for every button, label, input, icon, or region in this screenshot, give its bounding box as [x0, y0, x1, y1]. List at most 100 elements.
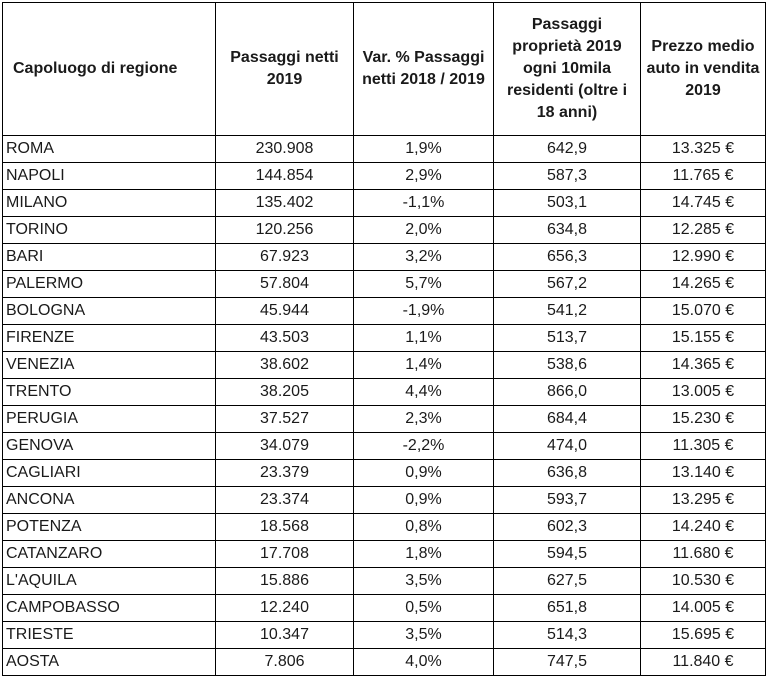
cell-variazione: 4,0%: [353, 648, 494, 676]
cell-capoluogo: PALERMO: [2, 270, 216, 298]
cell-passaggi-proprieta: 684,4: [493, 405, 641, 433]
cell-passaggi-netti: 43.503: [215, 324, 354, 352]
cell-passaggi-netti: 34.079: [215, 432, 354, 460]
cell-variazione: -1,9%: [353, 297, 494, 325]
table-row: FIRENZE 43.503 1,1% 513,7 15.155 €: [2, 324, 766, 352]
cell-passaggi-proprieta: 642,9: [493, 135, 641, 163]
cell-prezzo-medio: 15.070 €: [640, 297, 766, 325]
cell-passaggi-proprieta: 567,2: [493, 270, 641, 298]
cell-passaggi-netti: 45.944: [215, 297, 354, 325]
cell-capoluogo: POTENZA: [2, 513, 216, 541]
cell-prezzo-medio: 13.005 €: [640, 378, 766, 406]
cell-capoluogo: MILANO: [2, 189, 216, 217]
cell-capoluogo: BARI: [2, 243, 216, 271]
table-row: L'AQUILA 15.886 3,5% 627,5 10.530 €: [2, 567, 766, 595]
data-table: Capoluogo di regione Passaggi netti 2019…: [2, 2, 766, 676]
cell-variazione: 3,5%: [353, 567, 494, 595]
cell-variazione: 2,0%: [353, 216, 494, 244]
cell-prezzo-medio: 13.140 €: [640, 459, 766, 487]
cell-capoluogo: TRIESTE: [2, 621, 216, 649]
cell-variazione: 4,4%: [353, 378, 494, 406]
cell-passaggi-netti: 18.568: [215, 513, 354, 541]
cell-passaggi-netti: 23.374: [215, 486, 354, 514]
header-passaggi-netti: Passaggi netti 2019: [215, 2, 354, 136]
cell-passaggi-proprieta: 503,1: [493, 189, 641, 217]
table-row: MILANO 135.402 -1,1% 503,1 14.745 €: [2, 189, 766, 217]
table-body: ROMA 230.908 1,9% 642,9 13.325 € NAPOLI 144.85…: [2, 135, 766, 676]
cell-prezzo-medio: 14.240 €: [640, 513, 766, 541]
cell-variazione: -1,1%: [353, 189, 494, 217]
cell-prezzo-medio: 11.840 €: [640, 648, 766, 676]
cell-passaggi-netti: 15.886: [215, 567, 354, 595]
table-row: VENEZIA 38.602 1,4% 538,6 14.365 €: [2, 351, 766, 379]
cell-capoluogo: BOLOGNA: [2, 297, 216, 325]
cell-passaggi-proprieta: 651,8: [493, 594, 641, 622]
cell-variazione: 0,8%: [353, 513, 494, 541]
cell-passaggi-proprieta: 514,3: [493, 621, 641, 649]
cell-capoluogo: CAMPOBASSO: [2, 594, 216, 622]
cell-passaggi-proprieta: 656,3: [493, 243, 641, 271]
cell-prezzo-medio: 14.365 €: [640, 351, 766, 379]
cell-passaggi-proprieta: 541,2: [493, 297, 641, 325]
table-row: NAPOLI 144.854 2,9% 587,3 11.765 €: [2, 162, 766, 190]
cell-prezzo-medio: 13.295 €: [640, 486, 766, 514]
header-passaggi-proprieta: Passaggi proprietà 2019 ogni 10mila resi…: [493, 2, 641, 136]
cell-variazione: 0,9%: [353, 486, 494, 514]
cell-capoluogo: FIRENZE: [2, 324, 216, 352]
cell-passaggi-netti: 135.402: [215, 189, 354, 217]
table-row: GENOVA 34.079 -2,2% 474,0 11.305 €: [2, 432, 766, 460]
cell-prezzo-medio: 11.765 €: [640, 162, 766, 190]
cell-capoluogo: PERUGIA: [2, 405, 216, 433]
cell-passaggi-proprieta: 634,8: [493, 216, 641, 244]
cell-passaggi-netti: 7.806: [215, 648, 354, 676]
cell-passaggi-proprieta: 593,7: [493, 486, 641, 514]
cell-capoluogo: ANCONA: [2, 486, 216, 514]
cell-passaggi-netti: 230.908: [215, 135, 354, 163]
cell-prezzo-medio: 15.695 €: [640, 621, 766, 649]
cell-prezzo-medio: 12.990 €: [640, 243, 766, 271]
cell-passaggi-netti: 38.602: [215, 351, 354, 379]
cell-passaggi-netti: 67.923: [215, 243, 354, 271]
table-row: CATANZARO 17.708 1,8% 594,5 11.680 €: [2, 540, 766, 568]
table-header: Capoluogo di regione Passaggi netti 2019…: [2, 2, 766, 136]
table-row: ANCONA 23.374 0,9% 593,7 13.295 €: [2, 486, 766, 514]
table-row: POTENZA 18.568 0,8% 602,3 14.240 €: [2, 513, 766, 541]
cell-passaggi-proprieta: 866,0: [493, 378, 641, 406]
table-row: CAMPOBASSO 12.240 0,5% 651,8 14.005 €: [2, 594, 766, 622]
table-row: TRENTO 38.205 4,4% 866,0 13.005 €: [2, 378, 766, 406]
cell-capoluogo: CAGLIARI: [2, 459, 216, 487]
cell-capoluogo: ROMA: [2, 135, 216, 163]
cell-prezzo-medio: 14.265 €: [640, 270, 766, 298]
cell-passaggi-netti: 23.379: [215, 459, 354, 487]
cell-passaggi-netti: 17.708: [215, 540, 354, 568]
cell-prezzo-medio: 15.155 €: [640, 324, 766, 352]
cell-passaggi-proprieta: 602,3: [493, 513, 641, 541]
cell-variazione: 5,7%: [353, 270, 494, 298]
cell-passaggi-proprieta: 474,0: [493, 432, 641, 460]
table-row: PALERMO 57.804 5,7% 567,2 14.265 €: [2, 270, 766, 298]
cell-variazione: 0,9%: [353, 459, 494, 487]
cell-variazione: 0,5%: [353, 594, 494, 622]
cell-variazione: 2,3%: [353, 405, 494, 433]
cell-capoluogo: TRENTO: [2, 378, 216, 406]
cell-passaggi-netti: 120.256: [215, 216, 354, 244]
cell-prezzo-medio: 14.005 €: [640, 594, 766, 622]
cell-prezzo-medio: 12.285 €: [640, 216, 766, 244]
cell-capoluogo: CATANZARO: [2, 540, 216, 568]
cell-capoluogo: TORINO: [2, 216, 216, 244]
table-row: BARI 67.923 3,2% 656,3 12.990 €: [2, 243, 766, 271]
cell-prezzo-medio: 15.230 €: [640, 405, 766, 433]
cell-variazione: 1,1%: [353, 324, 494, 352]
cell-prezzo-medio: 10.530 €: [640, 567, 766, 595]
cell-variazione: 3,5%: [353, 621, 494, 649]
table-row: ROMA 230.908 1,9% 642,9 13.325 €: [2, 135, 766, 163]
cell-capoluogo: NAPOLI: [2, 162, 216, 190]
cell-passaggi-proprieta: 594,5: [493, 540, 641, 568]
cell-passaggi-proprieta: 747,5: [493, 648, 641, 676]
cell-passaggi-netti: 144.854: [215, 162, 354, 190]
table-row: BOLOGNA 45.944 -1,9% 541,2 15.070 €: [2, 297, 766, 325]
table-row: AOSTA 7.806 4,0% 747,5 11.840 €: [2, 648, 766, 676]
cell-variazione: 1,4%: [353, 351, 494, 379]
cell-passaggi-proprieta: 587,3: [493, 162, 641, 190]
cell-prezzo-medio: 13.325 €: [640, 135, 766, 163]
